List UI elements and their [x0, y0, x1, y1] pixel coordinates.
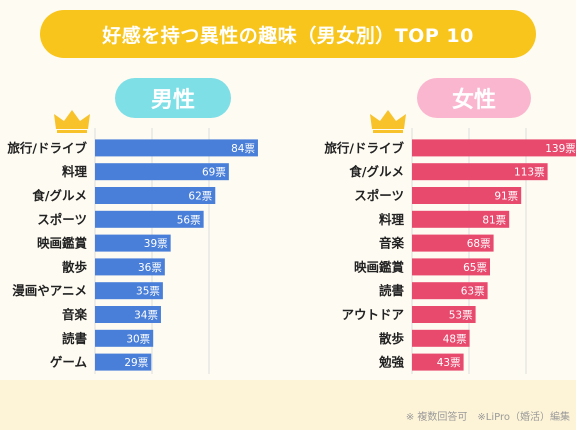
crown-icon: [54, 110, 90, 133]
category-label: 映画鑑賞: [354, 259, 405, 274]
data-label: 34票: [134, 310, 158, 322]
category-label: 食/グルメ: [348, 164, 404, 179]
category-label: スポーツ: [354, 188, 404, 203]
data-label: 43票: [437, 357, 461, 369]
data-label: 65票: [463, 262, 487, 274]
bar: [412, 139, 576, 157]
data-label: 63票: [461, 286, 485, 298]
bar: [95, 187, 216, 204]
crown-icon: [370, 110, 406, 133]
male-panel-title: 男性: [115, 78, 231, 118]
category-label: 料理: [62, 164, 88, 179]
bar: [412, 282, 488, 300]
bar: [412, 258, 490, 276]
data-label: 69票: [202, 167, 226, 179]
female-panel-title: 女性: [417, 78, 531, 118]
category-label: 音楽: [62, 307, 88, 322]
category-label: 読書: [379, 283, 405, 298]
bar: [412, 163, 548, 181]
bar: [95, 258, 165, 276]
bar: [95, 329, 154, 347]
bar: [412, 329, 470, 347]
data-label: 35票: [136, 286, 160, 298]
data-label: 68票: [467, 238, 491, 250]
data-label: 48票: [443, 333, 467, 345]
bar: [412, 187, 522, 204]
footnote: ※ 複数回答可 ※LiPro（婚活）編集: [405, 412, 570, 423]
category-label: 漫画やアニメ: [12, 283, 87, 298]
data-label: 139票: [545, 143, 576, 155]
category-label: 映画鑑賞: [37, 236, 88, 251]
category-label: 音楽: [379, 236, 405, 251]
bar: [95, 210, 204, 228]
data-label: 91票: [494, 191, 518, 203]
bar: [95, 234, 171, 252]
data-label: 36票: [138, 262, 162, 274]
category-label: 料理: [379, 212, 405, 227]
bar: [95, 139, 258, 157]
data-label: 56票: [177, 214, 201, 226]
chart-title-banner: 好感を持つ異性の趣味（男女別）TOP 10: [40, 10, 536, 58]
category-label: アウトドア: [341, 307, 404, 322]
male-title-label: 男性: [150, 88, 195, 113]
category-label: 読書: [62, 331, 88, 346]
category-label: 散歩: [62, 259, 88, 274]
bar: [95, 282, 163, 300]
footer-band: [0, 380, 576, 430]
bar: [95, 353, 152, 371]
category-label: 旅行/ドライブ: [6, 140, 87, 155]
data-label: 62票: [188, 191, 212, 203]
data-label: 39票: [144, 238, 168, 250]
data-label: 53票: [449, 310, 473, 322]
category-label: 食/グルメ: [31, 188, 87, 203]
bar: [412, 306, 476, 323]
bar: [95, 163, 229, 181]
data-label: 29票: [124, 357, 148, 369]
category-label: 旅行/ドライブ: [323, 140, 404, 155]
bar: [412, 210, 510, 228]
category-label: 散歩: [379, 331, 405, 346]
category-label: 勉強: [378, 355, 405, 370]
data-label: 84票: [231, 143, 255, 155]
data-label: 81票: [482, 214, 506, 226]
category-label: ゲーム: [50, 355, 88, 370]
bar: [412, 353, 464, 371]
bar: [412, 234, 494, 252]
data-label: 30票: [126, 333, 150, 345]
data-label: 113票: [514, 167, 545, 179]
chart-title: 好感を持つ異性の趣味（男女別）TOP 10: [102, 24, 474, 47]
bar: [95, 306, 161, 323]
female-title-label: 女性: [451, 88, 496, 113]
category-label: スポーツ: [37, 212, 87, 227]
